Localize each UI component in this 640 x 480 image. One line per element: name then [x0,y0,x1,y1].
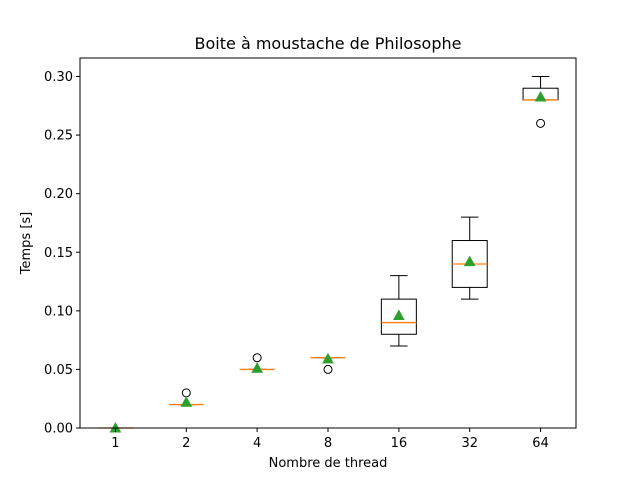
mean-marker [322,352,334,364]
box-group-8 [310,352,346,374]
y-tick-label: 0.15 [44,246,73,261]
plot-area [80,58,576,428]
y-tick-label: 0.10 [44,304,73,319]
x-axis-label: Nombre de thread [269,456,388,471]
mean-marker [251,362,263,373]
outlier-point [323,364,333,374]
box-group-16 [380,275,417,347]
y-tick-label: 0.25 [44,129,73,144]
y-axis-label: Temps [s] [19,212,34,275]
mean-marker [534,90,547,102]
box-group-64 [522,76,559,128]
y-tick-label: 0.00 [44,422,73,437]
box-group-32 [451,216,488,300]
x-tick-label: 4 [253,436,261,451]
x-tick-label: 1 [111,436,119,451]
iqr-box [380,298,417,335]
x-tick-label: 64 [532,436,549,451]
mean-marker [463,255,476,267]
y-tick-label: 0.30 [44,70,73,85]
box-group-4 [239,353,275,373]
x-tick-label: 16 [391,436,408,451]
x-tick-label: 8 [324,436,332,451]
y-tick-label: 0.20 [44,187,73,202]
outlier-point [536,118,546,128]
x-tick-label: 2 [182,436,190,451]
mean-marker [393,309,405,321]
x-tick-label: 32 [461,436,478,451]
outlier-point [252,353,262,363]
mean-marker [180,396,193,407]
chart-title: Boite à moustache de Philosophe [195,34,462,53]
box-group-2 [168,388,204,407]
y-tick-label: 0.05 [44,363,73,378]
